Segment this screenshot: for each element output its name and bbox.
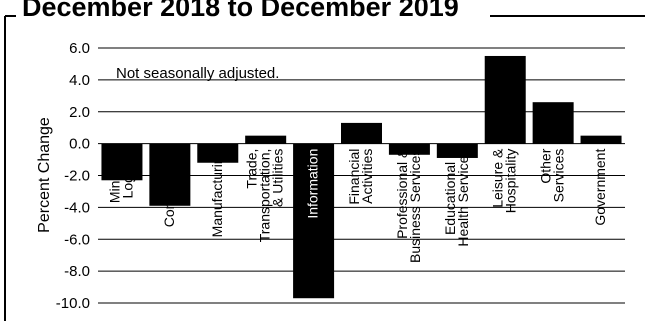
bar [532,102,574,144]
category-label: Health Services [455,149,471,247]
category-label: Financial [346,149,362,205]
bar [341,122,382,144]
y-tick-label: 0.0 [69,136,90,153]
chart-annotation: Not seasonally adjusted. [116,65,279,82]
chart-title: December 2018 to December 2019 [22,0,459,22]
y-tick-labels: 6.0 4.0 2.0 0.0 -2.0 -4.0 -6.0 -8.0 -10.0 [56,40,90,312]
y-tick-label: -10.0 [56,295,90,312]
category-label: Educational & [442,148,458,235]
category-label: Mining & [106,148,122,203]
y-axis-label: Percent Change [36,117,53,233]
gridlines [98,47,625,304]
category-label: Information [305,149,321,219]
bar [580,135,622,144]
category-label: Activities [359,149,375,204]
bar [101,143,143,181]
y-tick-label: 6.0 [69,40,90,57]
category-label: Leisure & [490,148,506,208]
category-label: Government [592,149,608,226]
y-tick-label: -4.0 [64,199,90,216]
category-labels: Mining &Logging Construction Manufacturing… [106,148,608,263]
category-label: Other [538,148,554,183]
y-tick-label: -8.0 [64,263,90,280]
category-label: Trade, [244,149,260,189]
category-label: Construction [161,149,177,228]
bar [197,143,239,163]
bar [484,55,526,144]
category-label: Business Services [407,149,423,263]
category-label: Logging [119,149,135,199]
y-tick-label: 4.0 [69,72,90,89]
category-label: Professional & [394,148,410,239]
category-label: Manufacturing [209,149,225,238]
bar [436,143,478,158]
bar [293,143,335,299]
bar [149,143,191,206]
y-tick-label: -6.0 [64,231,90,248]
bars [101,55,622,299]
y-tick-label: 2.0 [69,104,90,121]
y-tick-label: -2.0 [64,168,90,185]
category-label: Hospitality [503,149,519,214]
category-label: Transportation, [257,149,273,243]
category-label: Services [551,149,567,203]
bar [388,143,430,155]
category-label: & Utilities [270,149,286,207]
bar [245,135,287,144]
